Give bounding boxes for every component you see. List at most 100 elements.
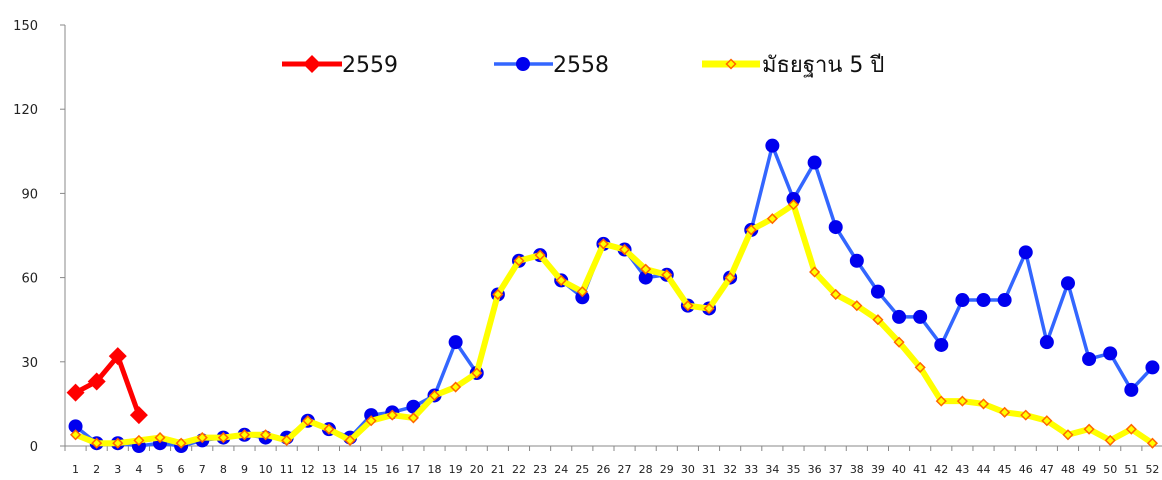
- data-point-2558: [976, 293, 991, 308]
- x-tick-label: 50: [1103, 463, 1117, 476]
- x-tick-label: 41: [913, 463, 927, 476]
- x-tick-label: 36: [808, 463, 822, 476]
- x-tick-label: 27: [618, 463, 632, 476]
- series-line-median: [74, 201, 1155, 447]
- data-point-2559: [129, 406, 148, 425]
- x-tick-label: 30: [681, 463, 695, 476]
- data-point-median: [281, 434, 293, 446]
- data-point-median: [91, 437, 103, 449]
- data-point-median: [1146, 437, 1159, 449]
- data-point-median: [492, 288, 504, 301]
- data-point-median: [745, 224, 757, 236]
- data-point-2558: [1039, 335, 1054, 350]
- data-point-median: [977, 398, 990, 410]
- x-tick-label: 25: [575, 463, 589, 476]
- data-point-median: [1062, 429, 1074, 441]
- data-point-median: [1104, 434, 1116, 446]
- data-point-median: [935, 395, 947, 407]
- x-tick-label: 11: [280, 463, 294, 476]
- chart-legend: 2559 2558 มัธยฐาน 5 ปี: [282, 53, 884, 78]
- legend-item-2558: 2558: [494, 53, 609, 78]
- y-tick-label: 0: [30, 440, 38, 455]
- data-point-median: [1125, 423, 1137, 435]
- x-tick-label: 38: [850, 463, 864, 476]
- data-point-median: [365, 415, 377, 427]
- x-tick-label: 26: [596, 463, 610, 476]
- x-tick-label: 48: [1061, 463, 1075, 476]
- x-tick-label: 35: [786, 463, 800, 476]
- x-tick-label: 24: [554, 463, 568, 476]
- data-point-median: [1041, 415, 1053, 427]
- data-point-2559: [108, 347, 127, 366]
- series-2559: [66, 347, 148, 425]
- data-point-median: [618, 243, 631, 256]
- data-point-2558: [1082, 351, 1097, 366]
- x-tick-label: 45: [998, 463, 1012, 476]
- x-tick-label: 19: [449, 463, 463, 476]
- data-point-median: [1020, 409, 1032, 421]
- data-point-median: [133, 434, 145, 446]
- x-tick-label: 7: [199, 463, 206, 476]
- x-tick-label: 47: [1040, 463, 1054, 476]
- data-point-median: [217, 432, 229, 444]
- data-point-2558: [638, 270, 653, 285]
- data-point-2558: [1124, 382, 1139, 397]
- x-tick-label: 39: [871, 463, 885, 476]
- data-point-median: [428, 389, 441, 402]
- data-point-median: [999, 406, 1011, 418]
- x-tick-label: 20: [470, 463, 484, 476]
- data-point-2558: [1018, 245, 1033, 260]
- data-point-2558: [849, 253, 864, 268]
- x-tick-label: 40: [892, 463, 906, 476]
- data-point-median: [851, 300, 863, 312]
- legend-marker-2558: [516, 57, 530, 71]
- x-tick-label: 23: [533, 463, 547, 476]
- data-point-median: [471, 367, 483, 379]
- data-point-2558: [1060, 276, 1075, 291]
- data-point-2558: [934, 337, 949, 352]
- data-point-median: [682, 300, 694, 312]
- data-point-median: [450, 381, 462, 393]
- legend-marker-median: [725, 58, 737, 70]
- x-tick-label: 28: [639, 463, 653, 476]
- x-tick-label: 32: [723, 463, 737, 476]
- data-point-2558: [997, 293, 1012, 308]
- x-tick-label: 21: [491, 463, 505, 476]
- data-point-2558: [68, 419, 83, 434]
- data-point-median: [830, 288, 842, 301]
- x-tick-label: 42: [934, 463, 948, 476]
- data-point-median: [260, 429, 272, 441]
- x-tick-label: 12: [301, 463, 315, 476]
- x-tick-label: 18: [428, 463, 442, 476]
- data-point-median: [787, 199, 800, 211]
- x-tick-label: 15: [364, 463, 378, 476]
- x-tick-label: 17: [406, 463, 420, 476]
- y-axis-ticks: 0 30 60 90 120 150: [13, 19, 65, 455]
- data-point-2558: [575, 290, 590, 305]
- data-point-median: [555, 274, 567, 286]
- x-axis-ticks: 1 2 3 4 5 6 7 8 9 10 11 12 13 14 15 16 17 18 19 20 21 22 23 24 2…: [64, 446, 1159, 476]
- data-point-2558: [892, 309, 907, 324]
- x-tick-label: 22: [512, 463, 526, 476]
- data-point-2558: [807, 155, 822, 170]
- data-point-median: [112, 437, 124, 449]
- data-point-median: [956, 395, 968, 407]
- series-median: [69, 199, 1159, 449]
- data-point-median: [407, 412, 419, 424]
- data-point-median: [640, 263, 652, 275]
- x-tick-label: 51: [1124, 463, 1138, 476]
- x-tick-label: 44: [977, 463, 991, 476]
- data-point-2559: [66, 383, 85, 402]
- data-point-2558: [870, 284, 885, 299]
- data-point-median: [344, 434, 356, 446]
- data-point-2558: [955, 293, 970, 308]
- x-tick-label: 10: [259, 463, 273, 476]
- legend-item-2559: 2559: [282, 53, 398, 78]
- data-point-median: [1083, 423, 1095, 435]
- y-tick-label: 60: [21, 272, 38, 287]
- data-point-median: [872, 314, 884, 326]
- legend-label-2558: 2558: [553, 53, 609, 78]
- data-point-median: [661, 269, 673, 281]
- data-point-median: [513, 255, 525, 267]
- x-tick-label: 2: [93, 463, 100, 476]
